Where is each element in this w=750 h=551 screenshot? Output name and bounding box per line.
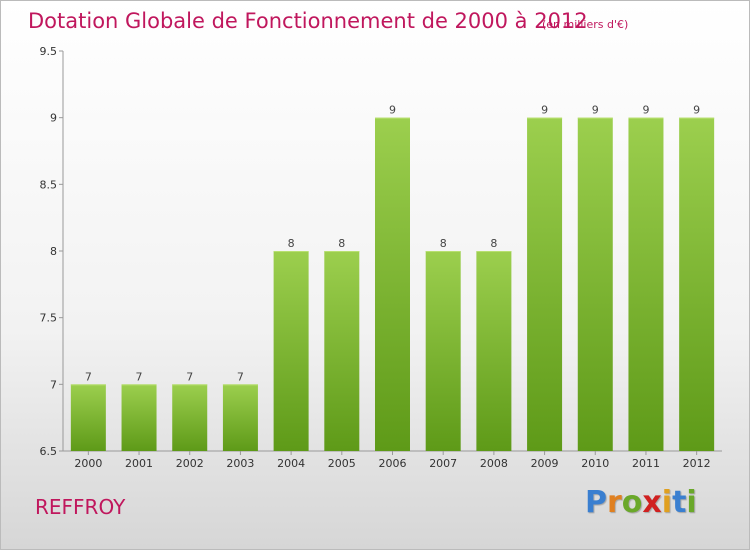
proxiti-logo: Proxiti <box>585 485 697 520</box>
x-tick-label: 2004 <box>277 457 305 470</box>
logo-letter: o <box>621 485 643 520</box>
logo-letter: t <box>672 485 687 520</box>
y-tick-label: 7 <box>50 378 57 391</box>
value-label: 9 <box>592 104 599 117</box>
value-label: 9 <box>642 104 649 117</box>
logo-letter: i <box>661 485 673 520</box>
bar-2000 <box>70 384 106 451</box>
y-tick-label: 9.5 <box>40 45 58 58</box>
bar-2006 <box>375 117 410 452</box>
x-tick-label: 2001 <box>125 457 153 470</box>
value-label: 7 <box>186 370 193 383</box>
x-tick-label: 2005 <box>328 457 356 470</box>
x-tick-label: 2012 <box>683 457 711 470</box>
value-label: 8 <box>490 237 497 250</box>
value-label: 8 <box>338 237 345 250</box>
x-tick-label: 2003 <box>226 457 254 470</box>
bar-2009 <box>527 117 563 452</box>
value-label: 9 <box>541 104 548 117</box>
bar-2004 <box>273 251 309 451</box>
x-tick-label: 2011 <box>632 457 660 470</box>
y-tick-label: 8 <box>50 245 57 258</box>
bar-2002 <box>172 384 208 451</box>
x-tick-label: 2000 <box>74 457 102 470</box>
bar-2012 <box>679 117 715 452</box>
chart-unit: (en milliers d'€) <box>542 18 629 31</box>
bar-2011 <box>628 117 664 452</box>
commune-name: REFFROY <box>35 495 126 519</box>
y-tick-label: 6.5 <box>40 445 58 458</box>
value-label: 9 <box>389 104 396 117</box>
x-tick-label: 2009 <box>531 457 559 470</box>
bar-2001 <box>121 384 157 451</box>
value-label: 7 <box>237 370 244 383</box>
x-tick-label: 2007 <box>429 457 457 470</box>
value-label: 7 <box>85 370 92 383</box>
bar-2005 <box>324 251 360 451</box>
logo-letter: i <box>686 485 697 520</box>
value-label: 8 <box>440 237 447 250</box>
y-tick-label: 9 <box>50 112 57 125</box>
value-label: 9 <box>693 104 700 117</box>
x-tick-label: 2010 <box>581 457 609 470</box>
x-tick-label: 2008 <box>480 457 508 470</box>
value-label: 8 <box>288 237 295 250</box>
y-tick-label: 7.5 <box>40 312 58 325</box>
bar-2008 <box>476 251 512 451</box>
value-label: 7 <box>136 370 143 383</box>
bar-2007 <box>425 251 461 451</box>
logo-letter: x <box>642 485 662 520</box>
logo-letter: r <box>607 485 622 520</box>
x-tick-label: 2002 <box>176 457 204 470</box>
logo-letter: P <box>585 485 607 520</box>
bar-2003 <box>222 384 258 451</box>
chart-title: Dotation Globale de Fonctionnement de 20… <box>28 9 588 33</box>
y-tick-label: 8.5 <box>40 178 58 191</box>
x-tick-label: 2006 <box>379 457 407 470</box>
bar-2010 <box>577 117 613 452</box>
